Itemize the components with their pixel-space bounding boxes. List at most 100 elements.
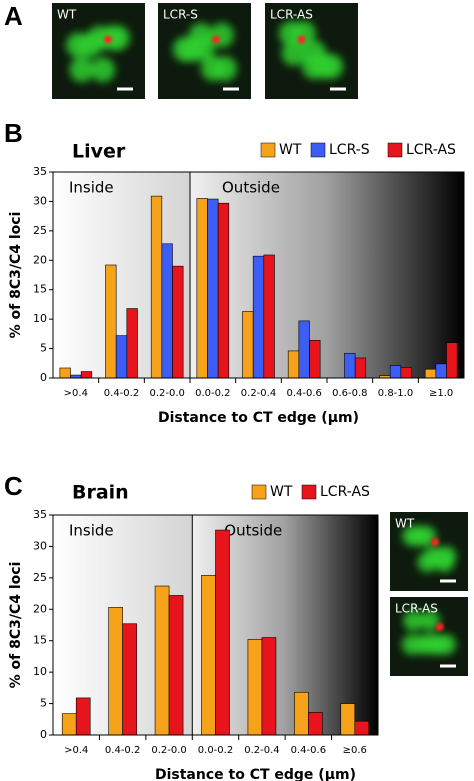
chart-title: Liver — [72, 141, 126, 163]
red-signal — [104, 35, 113, 44]
legend-swatch — [260, 142, 276, 158]
micrograph: LCR-AS — [390, 597, 468, 676]
red-signal — [211, 35, 220, 44]
micrograph: LCR-S — [158, 3, 251, 99]
x-tick-label: 0.0-0.2 — [198, 745, 233, 756]
green-signal — [278, 20, 344, 80]
y-axis-title: % of 8C3/C4 loci — [8, 562, 24, 689]
chart-title: Brain — [72, 482, 129, 504]
bar — [354, 720, 370, 736]
green-signal — [172, 22, 238, 82]
x-tick-label: 0.2-0.0 — [151, 745, 186, 756]
region-label: Inside — [69, 179, 114, 197]
image-caption: LCR-AS — [270, 8, 313, 22]
bar — [308, 712, 323, 736]
y-tick-label: 15 — [33, 634, 47, 647]
image-caption: WT — [57, 8, 77, 22]
green-signal — [401, 610, 457, 655]
region-label: Inside — [69, 522, 114, 540]
blob — [179, 37, 204, 62]
bar — [242, 311, 254, 379]
bar — [309, 340, 321, 379]
y-tick-label: 20 — [33, 602, 47, 615]
bar — [247, 639, 263, 736]
legend-label: WT — [279, 142, 302, 158]
bar — [344, 352, 356, 379]
x-tick-label: 0.0-0.2 — [195, 388, 230, 399]
panel-letter: A — [4, 1, 23, 31]
bar — [298, 320, 310, 379]
bar — [389, 365, 402, 379]
y-tick-label: 5 — [40, 697, 47, 710]
red-signal — [435, 623, 444, 632]
x-tick-label: 0.2-0.4 — [244, 745, 279, 756]
blob — [69, 57, 94, 83]
region-label: Outside — [224, 522, 282, 540]
y-tick-label: 5 — [40, 342, 47, 355]
x-tick-label: 0.8-1.0 — [378, 388, 413, 399]
bar — [263, 254, 275, 379]
bar — [61, 713, 77, 736]
bar — [340, 703, 356, 736]
plot-frame — [52, 171, 465, 379]
panel-letter: B — [4, 118, 23, 148]
blob — [201, 55, 226, 81]
bar — [115, 335, 128, 379]
image-caption: LCR-AS — [395, 602, 438, 616]
image-caption: LCR-S — [163, 8, 198, 22]
micrograph: WT — [52, 3, 145, 99]
blob — [90, 57, 115, 83]
image-caption: WT — [395, 517, 415, 531]
bar — [172, 265, 184, 379]
green-signal — [66, 25, 130, 83]
legend-swatch — [387, 142, 403, 158]
x-tick-label: ≥1.0 — [429, 388, 453, 399]
plot-frame — [52, 514, 379, 736]
bar — [215, 529, 230, 736]
bar — [446, 342, 458, 379]
y-tick-label: 10 — [33, 312, 47, 325]
legend-swatch — [301, 484, 317, 500]
y-tick-label: 25 — [33, 224, 47, 237]
x-tick-label: 0.4-0.2 — [104, 388, 139, 399]
x-tick-label: 0.2-0.4 — [241, 388, 276, 399]
y-tick-label: 30 — [33, 194, 47, 207]
bar — [80, 371, 93, 379]
bar — [154, 585, 170, 736]
blob — [311, 53, 336, 79]
y-axis-title: % of 8C3/C4 loci — [8, 212, 24, 339]
blob — [209, 22, 234, 48]
blob — [419, 610, 441, 631]
y-tick-label: 30 — [33, 539, 47, 552]
bar — [196, 198, 208, 379]
y-tick-label: 20 — [33, 253, 47, 266]
legend-swatch — [251, 484, 267, 500]
bar — [207, 198, 219, 379]
bar — [400, 367, 412, 379]
y-tick-label: 25 — [33, 571, 47, 584]
micrograph: LCR-AS — [265, 3, 358, 99]
bar — [150, 195, 163, 379]
x-tick-label: 0.4-0.6 — [291, 745, 326, 756]
red-signal — [431, 538, 440, 547]
micrograph: WT — [390, 512, 468, 591]
x-tick-label: >0.4 — [64, 388, 88, 399]
bar — [294, 691, 309, 736]
x-tick-label: 0.2-0.0 — [149, 388, 184, 399]
bar — [168, 595, 184, 736]
y-tick-label: 0 — [40, 728, 47, 741]
bar — [287, 350, 300, 379]
blob — [434, 551, 455, 573]
bar — [75, 697, 91, 736]
legend-label: WT — [270, 484, 293, 500]
x-tick-label: >0.4 — [64, 745, 88, 756]
y-tick-label: 35 — [33, 165, 47, 178]
blob — [428, 634, 449, 655]
panel-letter: C — [4, 471, 23, 501]
bar — [105, 264, 117, 379]
y-tick-label: 35 — [33, 508, 47, 521]
bar — [261, 637, 277, 736]
bar — [201, 575, 216, 736]
legend-label: LCR-AS — [320, 484, 370, 500]
